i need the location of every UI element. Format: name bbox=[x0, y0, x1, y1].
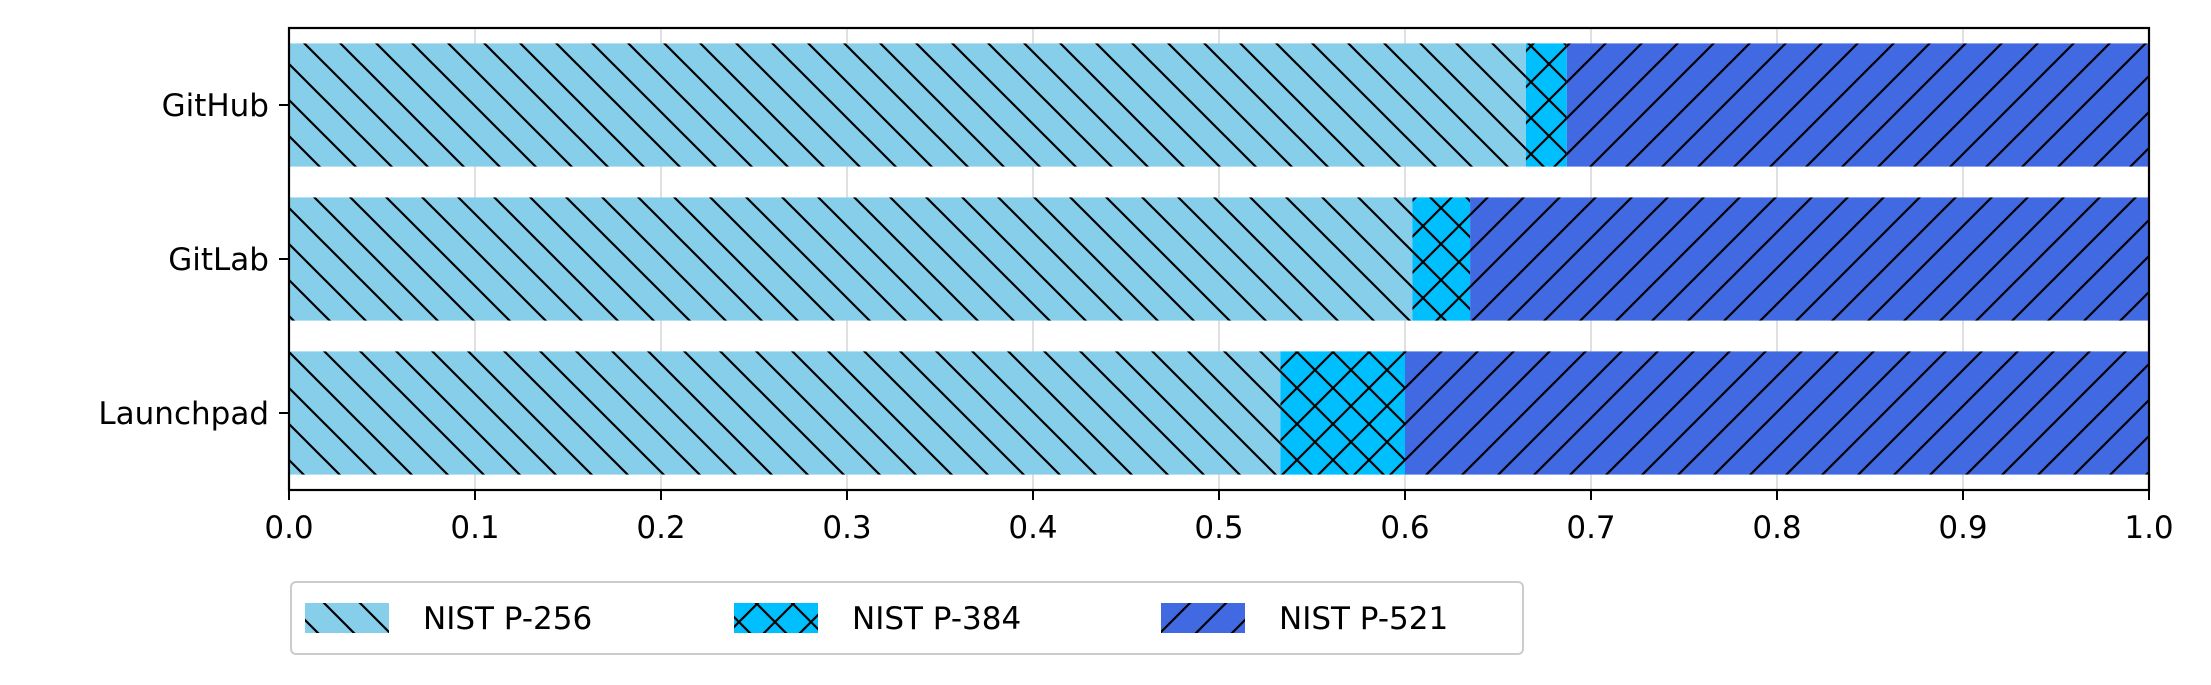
y-tick-label-gitlab: GitLab bbox=[168, 242, 269, 278]
y-tick-label-github: GitHub bbox=[162, 88, 269, 124]
x-tick-label: 0.4 bbox=[1008, 510, 1057, 546]
legend-item-nist-p-256: NIST P-256 bbox=[305, 601, 592, 637]
x-tick-label: 1.0 bbox=[2124, 510, 2173, 546]
legend-label: NIST P-256 bbox=[423, 601, 592, 637]
x-tick-label: 0.6 bbox=[1380, 510, 1429, 546]
bar-gitlab-nist-p-384 bbox=[1412, 197, 1471, 321]
legend-item-nist-p-521: NIST P-521 bbox=[1161, 601, 1448, 637]
x-tick-label: 0.7 bbox=[1566, 510, 1615, 546]
legend-label: NIST P-384 bbox=[852, 601, 1021, 637]
bar-github-nist-p-521 bbox=[1566, 43, 2149, 167]
bar-github-nist-p-256 bbox=[289, 43, 1526, 167]
bar-gitlab-nist-p-521 bbox=[1470, 197, 2149, 321]
y-axis-ticks: GitHub GitLab Launchpad bbox=[98, 88, 289, 432]
bar-launchpad-nist-p-384 bbox=[1280, 351, 1405, 475]
x-tick-label: 0.3 bbox=[822, 510, 871, 546]
legend-label: NIST P-521 bbox=[1279, 601, 1448, 637]
y-tick-label-launchpad: Launchpad bbox=[98, 396, 269, 432]
legend-swatch bbox=[305, 603, 389, 633]
x-tick-label: 0.5 bbox=[1194, 510, 1243, 546]
legend-item-nist-p-384: NIST P-384 bbox=[734, 601, 1021, 637]
legend: NIST P-256 NIST P-384 NIST P-521 bbox=[290, 581, 1524, 655]
x-tick-label: 0.9 bbox=[1938, 510, 1987, 546]
x-tick-label: 0.2 bbox=[636, 510, 685, 546]
x-tick-label: 0.0 bbox=[264, 510, 313, 546]
x-tick-label: 0.8 bbox=[1752, 510, 1801, 546]
bar-launchpad-nist-p-256 bbox=[289, 351, 1281, 475]
bar-github-nist-p-384 bbox=[1525, 43, 1567, 167]
legend-swatch bbox=[734, 603, 818, 633]
legend-frame bbox=[290, 581, 1524, 655]
x-axis-ticks: 0.0 0.1 0.2 0.3 0.4 0.5 0.6 0.7 0.8 0.9 1.0 bbox=[264, 490, 2174, 546]
bar-launchpad-nist-p-521 bbox=[1405, 351, 2149, 475]
legend-swatch bbox=[1161, 603, 1245, 633]
x-tick-label: 0.1 bbox=[450, 510, 499, 546]
bars bbox=[289, 43, 2149, 475]
bar-gitlab-nist-p-256 bbox=[289, 197, 1413, 321]
